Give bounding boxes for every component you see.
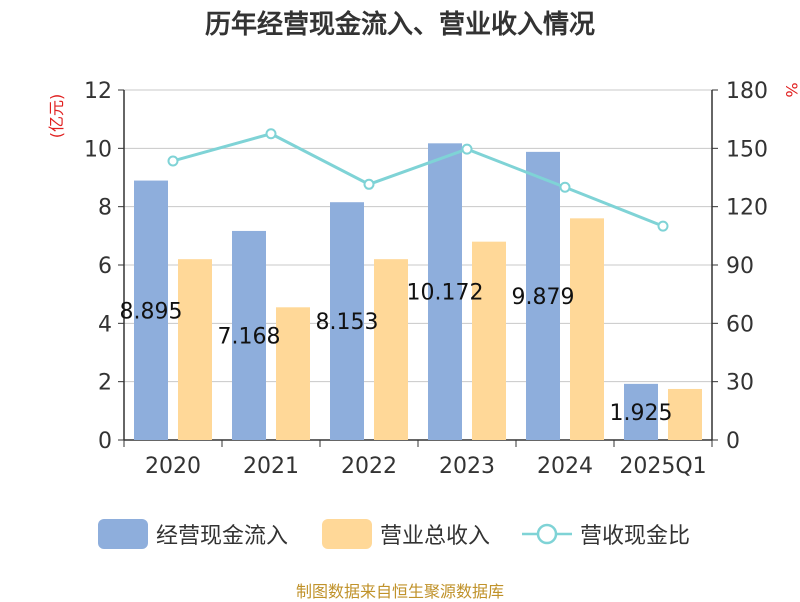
y-right-tick-label: 120 — [726, 196, 768, 221]
x-tick-label: 2023 — [439, 454, 495, 479]
point-ratio — [363, 178, 375, 190]
point-ratio — [461, 143, 473, 155]
chart-title: 历年经营现金流入、营业收入情况 — [204, 10, 595, 40]
point-ratio — [559, 181, 571, 193]
point-ratio — [657, 220, 669, 232]
legend-label-revenue: 营业总收入 — [380, 524, 491, 549]
y-left-tick-label: 6 — [98, 254, 112, 279]
bar-revenue — [472, 241, 506, 440]
line-ratio — [172, 132, 664, 228]
data-label-cash-inflow: 10.172 — [407, 281, 484, 306]
y-left-tick-label: 8 — [98, 196, 112, 221]
data-label-cash-inflow: 8.153 — [316, 310, 379, 335]
y-left-tick-label: 12 — [84, 79, 112, 104]
x-tick-label: 2022 — [341, 454, 397, 479]
data-label-cash-inflow: 7.168 — [218, 324, 281, 349]
legend-label-ratio: 营收现金比 — [580, 524, 691, 549]
y-right-tick-label: 60 — [726, 312, 754, 337]
bar-revenue — [178, 259, 212, 440]
bar-revenue — [668, 388, 702, 440]
bar-cash-inflow — [232, 230, 266, 440]
legend-line-marker-icon — [522, 523, 572, 545]
y-right-unit-label: % — [782, 82, 800, 97]
y-right-tick-label: 180 — [726, 79, 768, 104]
legend-item-revenue[interactable]: 营业总收入 — [322, 514, 490, 554]
x-tick-label: 2020 — [145, 454, 201, 479]
data-label-cash-inflow: 8.895 — [120, 299, 183, 324]
legend: 经营现金流入 营业总收入 营收现金比 — [0, 514, 800, 554]
y-left-tick-label: 10 — [84, 137, 112, 162]
source-note: 制图数据来自恒生聚源数据库 — [295, 582, 504, 601]
y-right-tick-label: 30 — [726, 371, 754, 396]
bar-cash-inflow — [526, 151, 560, 441]
point-ratio — [265, 128, 277, 140]
x-tick-label: 2024 — [537, 454, 593, 479]
y-left-tick-label: 0 — [98, 429, 112, 454]
bar-revenue — [570, 218, 604, 440]
y-left-tick-label: 4 — [98, 312, 112, 337]
bar-cash-inflow — [134, 180, 168, 440]
legend-swatch-cash-inflow — [98, 519, 148, 549]
bar-revenue — [276, 307, 310, 440]
y-left-tick-label: 2 — [98, 371, 112, 396]
legend-item-ratio[interactable]: 营收现金比 — [522, 514, 690, 554]
y-right-tick-label: 90 — [726, 254, 754, 279]
y-left-unit-label: (亿元) — [47, 94, 66, 139]
y-right-tick-label: 150 — [726, 137, 768, 162]
y-right-tick-label: 0 — [726, 429, 740, 454]
legend-item-cash-inflow[interactable]: 经营现金流入 — [98, 514, 288, 554]
bar-cash-inflow — [624, 383, 658, 440]
bar-cash-inflow — [428, 143, 462, 441]
data-label-cash-inflow: 1.925 — [610, 401, 673, 426]
bar-revenue — [374, 259, 408, 440]
point-ratio — [167, 155, 179, 167]
x-tick-label: 2025Q1 — [619, 454, 706, 479]
x-tick-label: 2021 — [243, 454, 299, 479]
legend-swatch-revenue — [322, 519, 372, 549]
legend-label-cash-inflow: 经营现金流入 — [156, 524, 289, 549]
data-label-cash-inflow: 9.879 — [512, 285, 575, 310]
bar-cash-inflow — [330, 202, 364, 440]
